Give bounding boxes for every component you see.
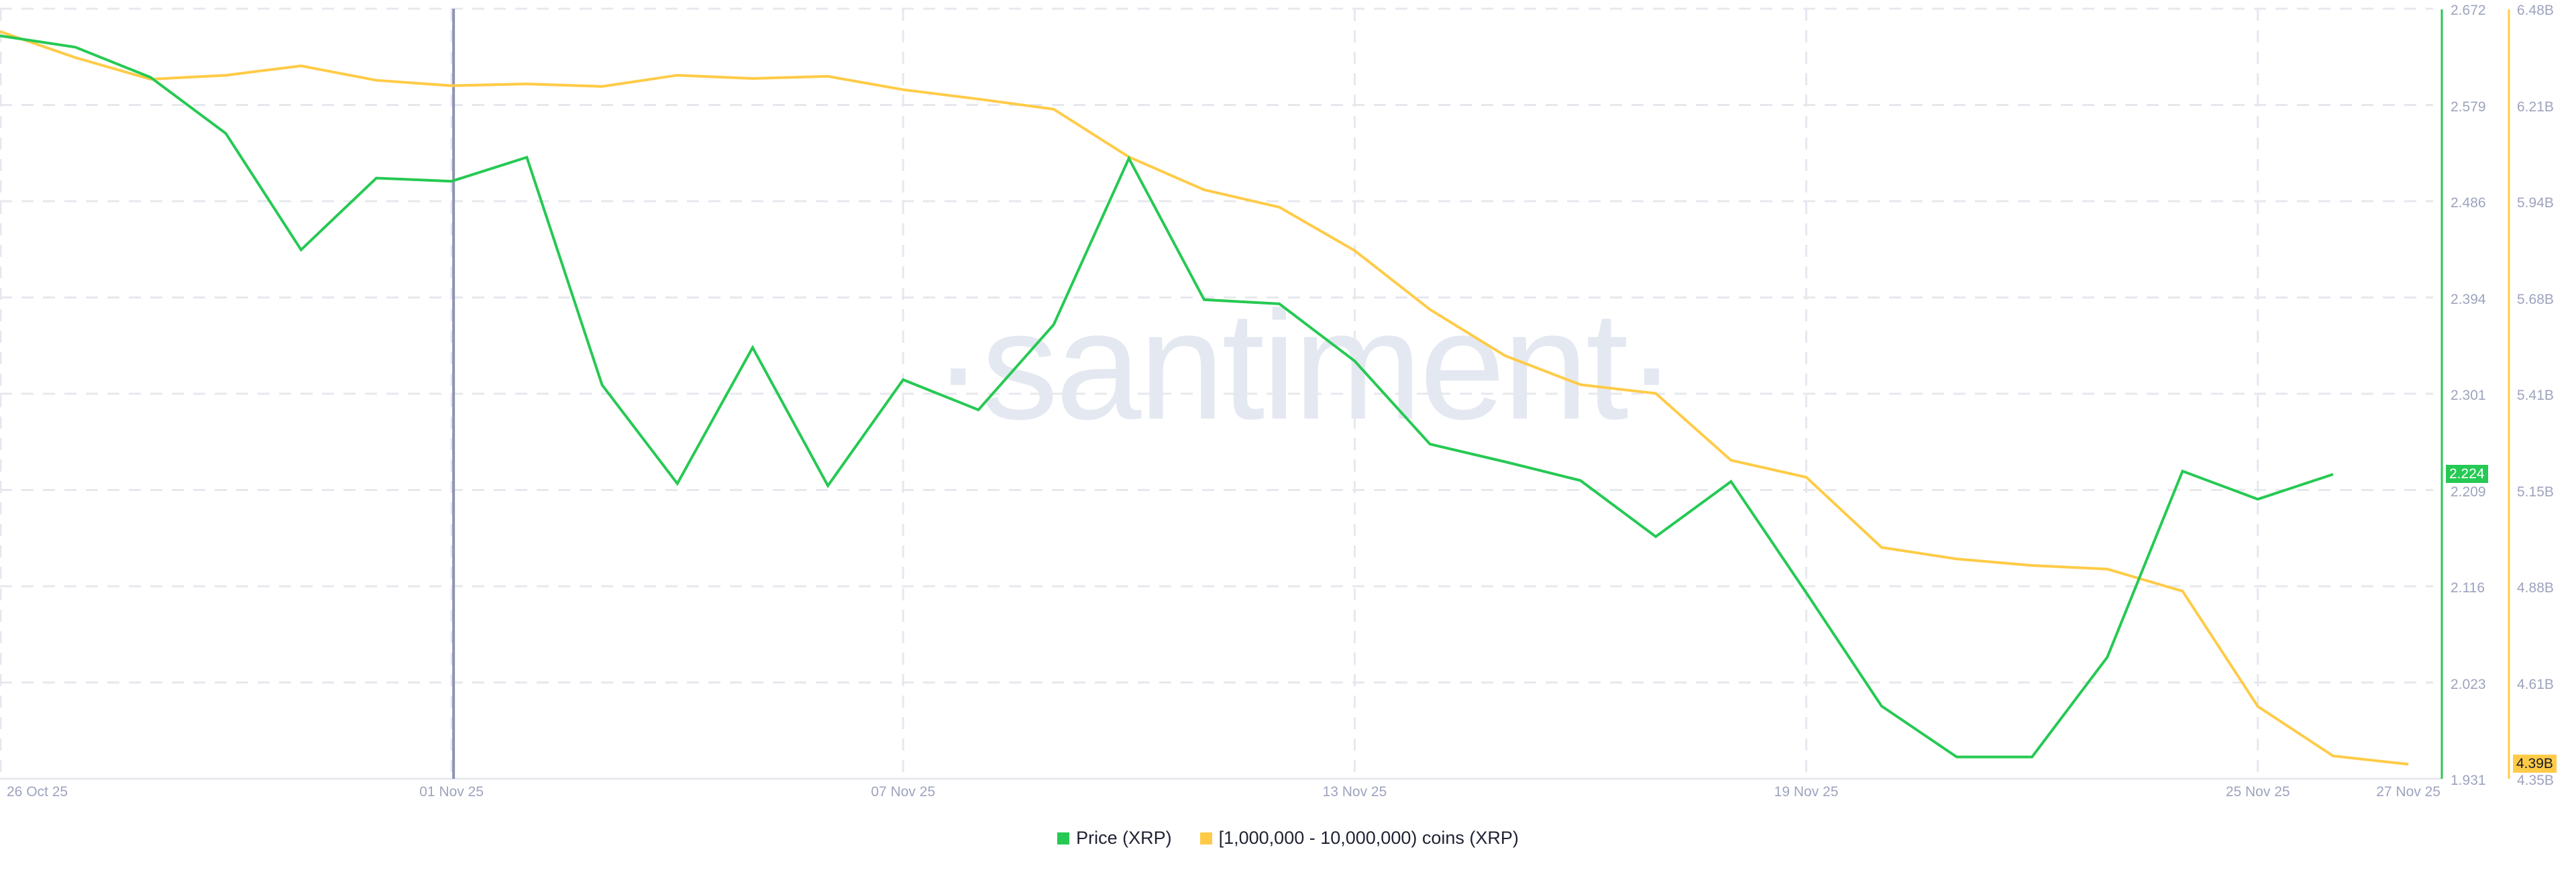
holdings-axis-tick-label: 4.61B	[2517, 676, 2554, 692]
legend-label-holdings: [1,000,000 - 10,000,000) coins (XRP)	[1218, 828, 1519, 848]
santiment-watermark: ·santiment·	[932, 279, 1677, 451]
price-series-line[interactable]	[0, 34, 2334, 759]
holdings-axis-tick-label: 5.68B	[2517, 291, 2554, 307]
legend-item-holdings[interactable]: [1,000,000 - 10,000,000) coins (XRP)	[1199, 828, 1519, 849]
holdings-series-line[interactable]	[0, 30, 2409, 766]
holdings-axis-tick-label: 5.15B	[2517, 484, 2554, 500]
price-axis-tick-label: 2.301	[2451, 388, 2486, 403]
holdings-axis-tick-label: 5.41B	[2517, 388, 2554, 403]
chart-legend: Price (XRP) [1,000,000 - 10,000,000) coi…	[0, 828, 2576, 849]
x-axis-tick-label: 13 Nov 25	[1322, 784, 1387, 800]
x-axis-tick-label: 25 Nov 25	[2225, 784, 2290, 800]
x-axis-tick-label: 07 Nov 25	[871, 784, 936, 800]
price-color-swatch-icon	[1057, 832, 1070, 844]
price-axis-tick-label: 2.209	[2451, 484, 2486, 500]
x-axis-tick-label: 19 Nov 25	[1774, 784, 1839, 800]
holdings-axis-tick-label: 6.48B	[2517, 3, 2554, 18]
holdings-axis-tick-label: 6.21B	[2517, 99, 2554, 115]
price-axis-tick-label: 2.672	[2451, 3, 2486, 18]
holdings-color-swatch-icon	[1199, 832, 1212, 844]
legend-item-price[interactable]: Price (XRP)	[1057, 828, 1172, 849]
price-axis-tick-label: 2.023	[2451, 676, 2486, 692]
x-axis-tick-label: 01 Nov 25	[419, 784, 484, 800]
current-price-badge: 2.224	[2446, 465, 2488, 484]
price-axis-tick-label: 2.394	[2451, 291, 2486, 307]
price-axis-tick-label: 1.931	[2451, 773, 2486, 788]
holdings-axis-tick-label: 4.88B	[2517, 580, 2554, 596]
legend-label-price: Price (XRP)	[1076, 828, 1172, 848]
x-axis-tick-label: 26 Oct 25	[7, 784, 68, 800]
holdings-axis-tick-label: 4.35B	[2517, 773, 2554, 788]
holdings-axis-tick-label: 5.94B	[2517, 195, 2554, 211]
price-axis-tick-label: 2.579	[2451, 99, 2486, 115]
price-axis-tick-label: 2.116	[2451, 580, 2485, 596]
current-holdings-badge: 4.39B	[2513, 755, 2557, 773]
x-axis-tick-label: 27 Nov 25	[2376, 784, 2440, 800]
price-axis-tick-label: 2.486	[2451, 195, 2486, 211]
